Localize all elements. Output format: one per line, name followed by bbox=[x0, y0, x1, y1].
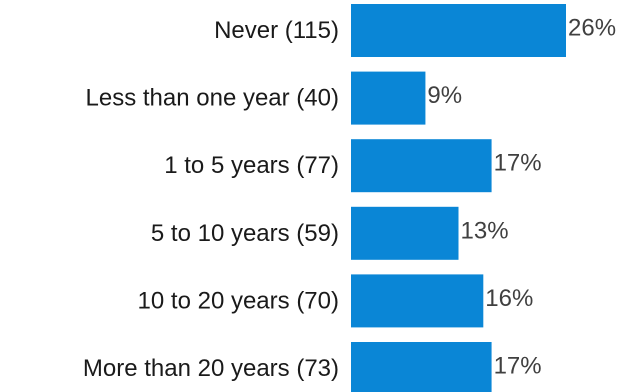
value-labels: 26% 9% 17% 13% 16% 17% bbox=[427, 15, 616, 380]
category-label: Never (115) bbox=[214, 17, 339, 44]
category-label: 1 to 5 years (77) bbox=[164, 152, 339, 179]
bar bbox=[351, 206, 459, 260]
bar bbox=[351, 4, 566, 57]
value-label: 26% bbox=[568, 15, 616, 42]
bar bbox=[351, 71, 426, 125]
value-label: 13% bbox=[461, 217, 509, 244]
value-label: 16% bbox=[485, 285, 533, 312]
value-label: 17% bbox=[494, 150, 542, 177]
bar bbox=[351, 139, 492, 193]
bars bbox=[351, 4, 566, 392]
category-label: 5 to 10 years (59) bbox=[151, 220, 339, 247]
bar bbox=[351, 342, 492, 392]
value-label: 9% bbox=[427, 82, 462, 109]
bar bbox=[351, 274, 484, 328]
category-labels: Never (115) Less than one year (40) 1 to 5… bbox=[83, 17, 339, 382]
category-label: 10 to 20 years (70) bbox=[138, 287, 339, 314]
value-label: 17% bbox=[494, 353, 542, 380]
category-label: More than 20 years (73) bbox=[83, 355, 339, 382]
category-label: Less than one year (40) bbox=[86, 85, 340, 112]
